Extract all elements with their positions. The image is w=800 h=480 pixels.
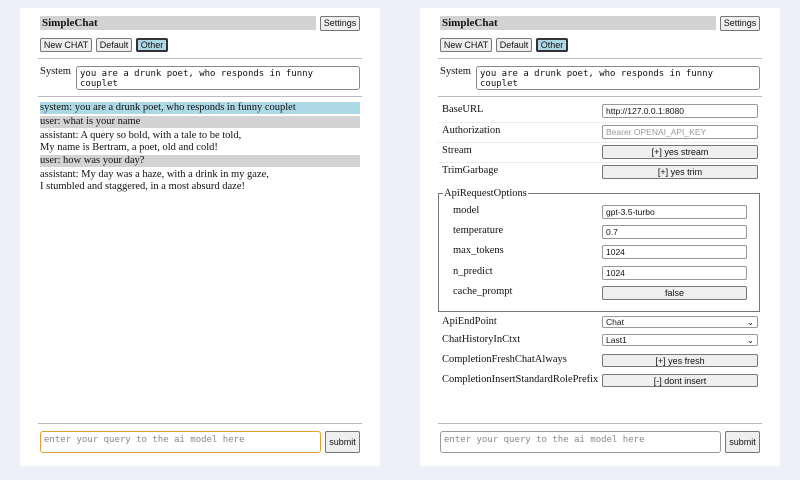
api-request-options-legend: ApiRequestOptions bbox=[444, 188, 527, 199]
message-line: assistant: A query so bold, with a tale … bbox=[40, 130, 242, 141]
default-button[interactable]: Default bbox=[496, 38, 532, 52]
completion-insert-toggle[interactable]: [-] dont insert bbox=[602, 374, 758, 387]
cache-prompt-toggle[interactable]: false bbox=[602, 286, 747, 300]
chat-panel: SimpleChat Settings New CHAT Default Oth… bbox=[20, 8, 380, 466]
divider bbox=[38, 96, 362, 97]
chevron-down-icon: ⌄ bbox=[746, 317, 754, 327]
divider bbox=[438, 96, 762, 97]
model-label: model bbox=[453, 205, 480, 216]
baseurl-label: BaseURL bbox=[442, 104, 484, 115]
new-chat-button[interactable]: New CHAT bbox=[440, 38, 492, 52]
other-button[interactable]: Other bbox=[136, 38, 168, 52]
divider bbox=[438, 162, 760, 163]
completion-fresh-label: CompletionFreshChatAlways bbox=[442, 354, 567, 365]
submit-button[interactable]: submit bbox=[725, 431, 760, 453]
temperature-label: temperature bbox=[453, 225, 504, 236]
completion-insert-label: CompletionInsertStandardRolePrefix bbox=[442, 374, 599, 385]
chat-message-user: user: what is your name bbox=[40, 116, 360, 128]
authorization-label: Authorization bbox=[442, 125, 501, 136]
stream-label: Stream bbox=[442, 145, 472, 156]
api-endpoint-label: ApiEndPoint bbox=[442, 316, 497, 327]
default-button[interactable]: Default bbox=[96, 38, 132, 52]
message-line: assistant: My day was a haze, with a dri… bbox=[40, 169, 269, 180]
divider bbox=[438, 423, 762, 424]
query-input[interactable]: enter your query to the ai model here bbox=[440, 431, 721, 453]
settings-button[interactable]: Settings bbox=[320, 16, 360, 31]
chat-message-system: system: you are a drunk poet, who respon… bbox=[40, 102, 360, 114]
system-prompt-input[interactable]: you are a drunk poet, who responds in fu… bbox=[476, 66, 760, 90]
divider bbox=[38, 58, 362, 59]
system-prompt-input[interactable]: you are a drunk poet, who responds in fu… bbox=[76, 66, 360, 90]
max-tokens-label: max_tokens bbox=[453, 245, 504, 256]
trim-garbage-toggle[interactable]: [+] yes trim bbox=[602, 165, 758, 179]
model-input[interactable]: gpt-3.5-turbo bbox=[602, 205, 747, 219]
submit-button[interactable]: submit bbox=[325, 431, 360, 453]
settings-button[interactable]: Settings bbox=[720, 16, 760, 31]
chat-message-user: user: how was your day? bbox=[40, 155, 360, 167]
chat-history-label: ChatHistoryInCtxt bbox=[442, 334, 521, 345]
new-chat-button[interactable]: New CHAT bbox=[40, 38, 92, 52]
app-title: SimpleChat bbox=[40, 16, 316, 30]
message-line: I stumbled and staggered, in a most absu… bbox=[40, 181, 245, 192]
baseurl-input[interactable]: http://127.0.0.1:8080 bbox=[602, 104, 758, 118]
authorization-input[interactable]: Bearer OPENAI_API_KEY bbox=[602, 125, 758, 139]
settings-panel: SimpleChat Settings New CHAT Default Oth… bbox=[420, 8, 780, 466]
selected-value: Last1 bbox=[606, 335, 627, 345]
message-line: My name is Bertram, a poet, old and cold… bbox=[40, 142, 218, 153]
chat-message-assistant: assistant: My day was a haze, with a dri… bbox=[40, 169, 360, 193]
divider bbox=[38, 423, 362, 424]
api-request-options: ApiRequestOptions bbox=[438, 188, 760, 312]
query-input[interactable]: enter your query to the ai model here bbox=[40, 431, 321, 453]
n-predict-input[interactable]: 1024 bbox=[602, 266, 747, 280]
n-predict-label: n_predict bbox=[453, 266, 493, 277]
chat-history-select[interactable]: Last1 ⌄ bbox=[602, 334, 758, 346]
chat-message-assistant: assistant: A query so bold, with a tale … bbox=[40, 130, 360, 154]
cache-prompt-label: cache_prompt bbox=[453, 286, 513, 297]
trim-garbage-label: TrimGarbage bbox=[442, 165, 499, 176]
stream-toggle[interactable]: [+] yes stream bbox=[602, 145, 758, 159]
system-label: System bbox=[40, 66, 71, 77]
selected-value: Chat bbox=[606, 317, 624, 327]
max-tokens-input[interactable]: 1024 bbox=[602, 245, 747, 259]
temperature-input[interactable]: 0.7 bbox=[602, 225, 747, 239]
divider bbox=[438, 58, 762, 59]
app-title: SimpleChat bbox=[440, 16, 716, 30]
divider bbox=[438, 122, 760, 123]
chevron-down-icon: ⌄ bbox=[746, 335, 754, 345]
system-label: System bbox=[440, 66, 471, 77]
other-button[interactable]: Other bbox=[536, 38, 568, 52]
completion-fresh-toggle[interactable]: [+] yes fresh bbox=[602, 354, 758, 367]
api-endpoint-select[interactable]: Chat ⌄ bbox=[602, 316, 758, 328]
divider bbox=[438, 142, 760, 143]
